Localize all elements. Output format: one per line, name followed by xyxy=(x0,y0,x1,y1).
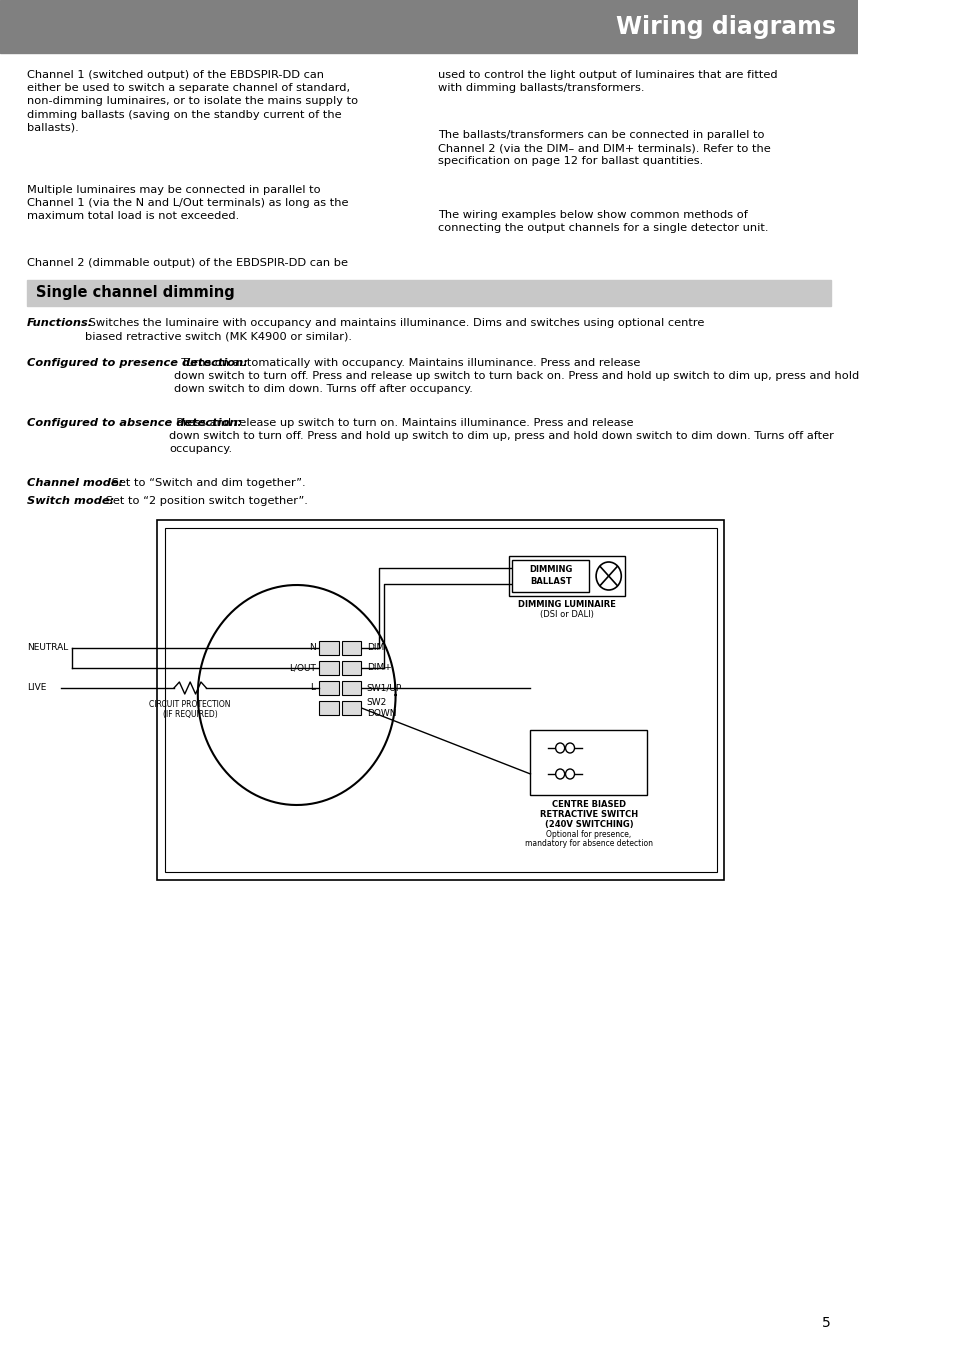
Bar xyxy=(341,681,361,695)
Text: Functions:: Functions: xyxy=(27,318,93,328)
Text: Channel 1 (switched output) of the EBDSPIR-DD can
either be used to switch a sep: Channel 1 (switched output) of the EBDSP… xyxy=(27,70,357,132)
Bar xyxy=(341,701,361,715)
Text: SW2
DOWN: SW2 DOWN xyxy=(367,699,395,718)
Bar xyxy=(157,519,723,880)
Text: used to control the light output of luminaires that are fitted
with dimming ball: used to control the light output of lumi… xyxy=(437,70,777,93)
Bar xyxy=(319,661,338,674)
Text: L: L xyxy=(311,684,315,692)
Text: Optional for presence,: Optional for presence, xyxy=(546,830,631,839)
Bar xyxy=(319,681,338,695)
Text: Wiring diagrams: Wiring diagrams xyxy=(616,15,835,39)
Text: (240V SWITCHING): (240V SWITCHING) xyxy=(544,820,633,830)
Bar xyxy=(341,661,361,674)
Text: DIM+: DIM+ xyxy=(367,664,391,673)
Text: Channel mode:: Channel mode: xyxy=(27,478,123,488)
Bar xyxy=(530,730,647,795)
Text: Multiple luminaires may be connected in parallel to
Channel 1 (via the N and L/O: Multiple luminaires may be connected in … xyxy=(27,185,348,221)
Text: LIVE: LIVE xyxy=(27,684,47,692)
Text: Single channel dimming: Single channel dimming xyxy=(36,286,234,301)
Circle shape xyxy=(555,769,564,778)
Text: The wiring examples below show common methods of
connecting the output channels : The wiring examples below show common me… xyxy=(437,210,767,233)
Text: DIM-: DIM- xyxy=(367,643,387,653)
Text: 5: 5 xyxy=(821,1317,830,1330)
Bar xyxy=(508,556,624,596)
Text: RETRACTIVE SWITCH: RETRACTIVE SWITCH xyxy=(539,809,638,819)
Text: Turns on automatically with occupancy. Maintains illuminance. Press and release
: Turns on automatically with occupancy. M… xyxy=(174,357,859,394)
Text: The ballasts/transformers can be connected in parallel to
Channel 2 (via the DIM: The ballasts/transformers can be connect… xyxy=(437,130,770,166)
Text: Configured to absence detection:: Configured to absence detection: xyxy=(27,418,242,428)
Text: Switches the luminaire with occupancy and maintains illuminance. Dims and switch: Switches the luminaire with occupancy an… xyxy=(85,318,703,341)
Text: Set to “2 position switch together”.: Set to “2 position switch together”. xyxy=(102,496,308,506)
Text: NEUTRAL: NEUTRAL xyxy=(27,643,69,653)
Text: DIMMING: DIMMING xyxy=(529,565,572,575)
Text: CENTRE BIASED: CENTRE BIASED xyxy=(551,800,625,809)
Text: Press and release up switch to turn on. Maintains illuminance. Press and release: Press and release up switch to turn on. … xyxy=(169,418,833,455)
Text: SW1/UP: SW1/UP xyxy=(367,684,401,692)
Text: Channel 2 (dimmable output) of the EBDSPIR-DD can be: Channel 2 (dimmable output) of the EBDSP… xyxy=(27,258,348,268)
Circle shape xyxy=(596,563,620,590)
Bar xyxy=(512,560,588,592)
Text: DIMMING LUMINAIRE: DIMMING LUMINAIRE xyxy=(517,600,616,608)
Text: Switch mode:: Switch mode: xyxy=(27,496,114,506)
Text: (DSI or DALI): (DSI or DALI) xyxy=(539,610,593,619)
Bar xyxy=(319,701,338,715)
Text: Set to “Switch and dim together”.: Set to “Switch and dim together”. xyxy=(108,478,305,488)
Circle shape xyxy=(555,743,564,753)
Bar xyxy=(341,641,361,656)
Text: L/OUT: L/OUT xyxy=(289,664,315,673)
Bar xyxy=(164,527,716,871)
Bar xyxy=(319,641,338,656)
Text: BALLAST: BALLAST xyxy=(529,577,571,587)
Circle shape xyxy=(565,743,574,753)
Bar xyxy=(0,0,857,53)
Text: CIRCUIT PROTECTION
(IF REQUIRED): CIRCUIT PROTECTION (IF REQUIRED) xyxy=(150,700,231,719)
Text: Configured to presence detection:: Configured to presence detection: xyxy=(27,357,248,368)
Bar xyxy=(27,281,830,306)
Text: N: N xyxy=(309,643,315,653)
Circle shape xyxy=(565,769,574,778)
Text: mandatory for absence detection: mandatory for absence detection xyxy=(524,839,652,849)
